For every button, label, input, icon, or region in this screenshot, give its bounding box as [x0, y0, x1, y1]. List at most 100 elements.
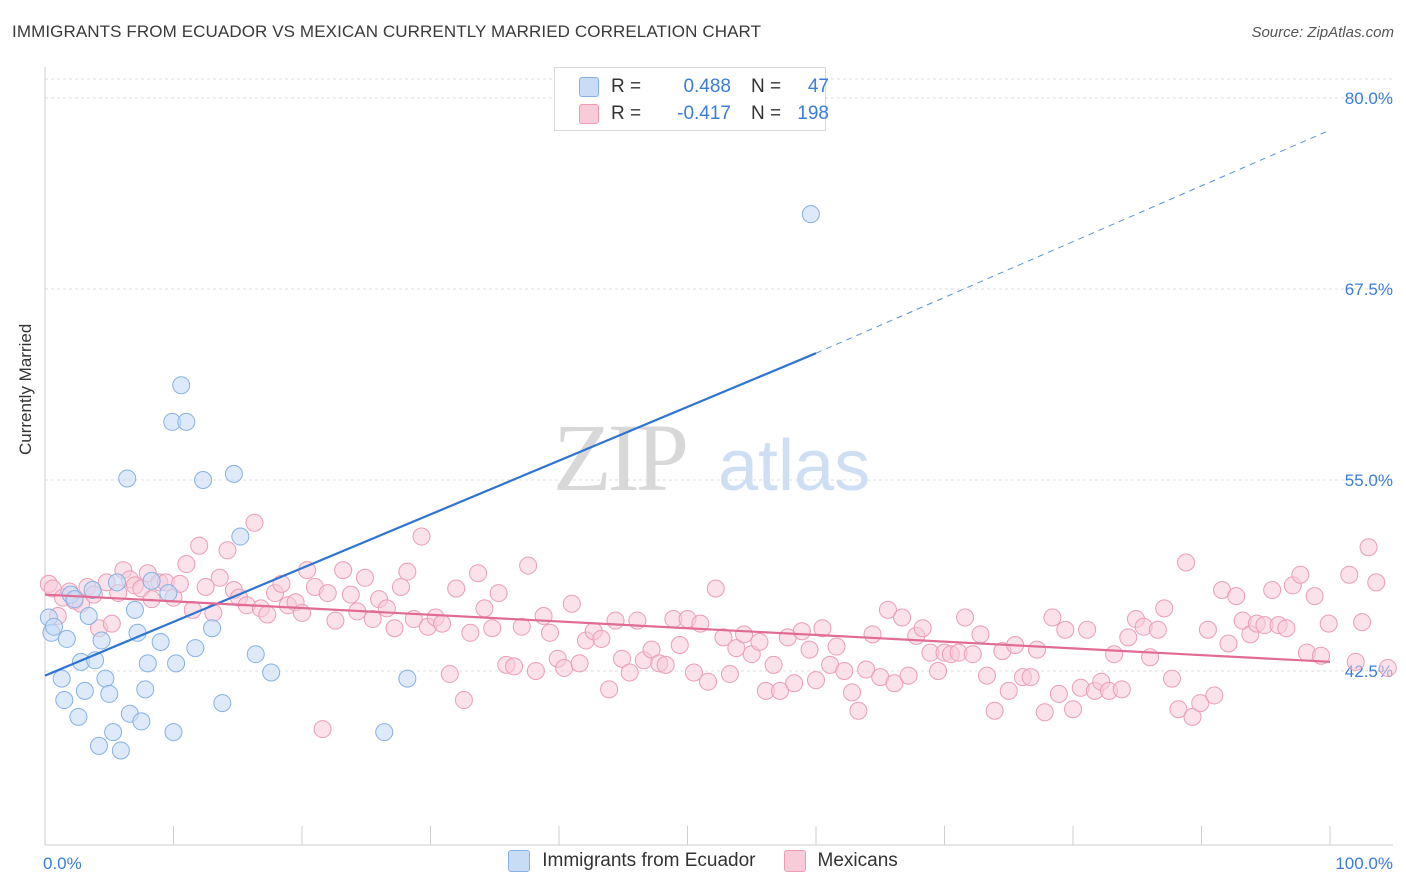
x-tick-label: 100.0%	[1335, 854, 1393, 873]
legend-swatch-mexicans	[579, 104, 599, 124]
mexicans-point	[1043, 608, 1062, 627]
mexicans-point	[727, 639, 746, 658]
mexicans-point	[764, 655, 783, 674]
mexicans-point	[1177, 553, 1196, 572]
mexicans-point	[505, 657, 524, 676]
mexicans-point	[656, 655, 675, 674]
mexicans-trend-line	[44, 593, 1331, 663]
mexicans-point	[1340, 565, 1359, 584]
ecuador-point	[194, 471, 213, 489]
mexicans-point	[1312, 646, 1331, 665]
legend-row-mexicans: R = -0.417 N = 198	[579, 102, 829, 126]
mexicans-point	[1064, 700, 1082, 719]
mexicans-point	[857, 660, 876, 679]
ecuador-point	[65, 590, 84, 609]
mexicans-point	[555, 658, 574, 677]
correlation-legend: R = 0.488 N = 47 R = -0.417 N = 198	[554, 67, 829, 131]
legend-row-ecuador: R = 0.488 N = 47	[579, 75, 829, 99]
mexicans-point	[258, 605, 277, 624]
series-legend-ecuador: Immigrants from Ecuador	[508, 850, 756, 872]
mexicans-point	[483, 619, 502, 638]
ecuador-point	[111, 741, 130, 760]
mexicans-point	[913, 619, 932, 638]
x-tick-label: 0.0%	[43, 854, 82, 873]
mexicans-point	[519, 556, 538, 575]
watermark-atlas: atlas	[718, 426, 870, 506]
mexicans-point	[792, 622, 811, 641]
mexicans-point	[1346, 652, 1365, 671]
mexicans-point	[606, 611, 625, 630]
legend-r-label: R =	[611, 103, 642, 124]
ecuador-point	[69, 707, 88, 726]
mexicans-point	[785, 674, 804, 693]
mexicans-point	[1078, 620, 1097, 639]
mexicans-point	[620, 663, 639, 682]
series-swatch-ecuador	[508, 850, 531, 872]
ecuador-point	[89, 736, 108, 755]
mexicans-point	[196, 577, 215, 596]
mexicans-point	[489, 584, 508, 603]
mexicans-point	[355, 568, 374, 587]
mexicans-point	[1198, 620, 1217, 639]
mexicans-point	[807, 671, 825, 690]
mexicans-point	[177, 555, 196, 574]
legend-n-value: 198	[797, 103, 829, 124]
mexicans-point	[1219, 634, 1238, 653]
trend-lines	[44, 129, 1331, 677]
ecuador-point	[177, 412, 196, 431]
mexicans-point	[750, 632, 769, 651]
mexicans-point	[835, 662, 854, 680]
mexicans-point	[963, 645, 982, 664]
mexicans-point	[218, 541, 237, 560]
mexicans-point	[210, 568, 229, 587]
mexicans-point	[1263, 581, 1282, 600]
mexicans-point	[800, 640, 819, 659]
ecuador-point	[83, 581, 102, 600]
y-tick-label: 67.5%	[1345, 280, 1393, 299]
mexicans-point	[440, 665, 459, 684]
y-tick-labels: 42.5%55.0%67.5%80.0%	[1345, 89, 1393, 681]
ecuador-point	[213, 694, 232, 713]
ecuador-point	[96, 669, 115, 688]
mexicans-point	[245, 513, 264, 532]
legend-swatch-ecuador	[579, 77, 599, 97]
mexicans-point	[313, 720, 332, 739]
y-tick-label: 80.0%	[1345, 89, 1393, 108]
watermark: ZIP atlas	[553, 404, 870, 511]
mexicans-point	[885, 674, 904, 693]
legend-n-value: 47	[807, 76, 829, 97]
series-label-mexicans: Mexicans	[817, 850, 898, 871]
ecuador-point	[801, 205, 820, 224]
mexicans-point	[899, 666, 918, 685]
mexicans-point	[1378, 658, 1397, 677]
mexicans-point	[642, 640, 661, 659]
ecuador-point	[159, 584, 178, 603]
mexicans-point	[1277, 619, 1296, 638]
mexicans-point	[412, 527, 431, 546]
mexicans-point	[600, 680, 619, 699]
ecuador-point	[55, 691, 74, 710]
ecuador-point	[132, 712, 151, 731]
legend-n-label: N =	[751, 103, 782, 124]
mexicans-point	[1227, 587, 1246, 606]
series-legend-mexicans: Mexicans	[783, 850, 898, 872]
ecuador-point	[186, 639, 205, 658]
mexicans-point	[570, 654, 589, 673]
mexicans-point	[1169, 700, 1188, 719]
mexicans-point	[102, 614, 121, 633]
mexicans-point	[1191, 694, 1210, 713]
mexicans-point	[1162, 669, 1181, 688]
ecuador-point	[92, 631, 111, 650]
mexicans-point	[334, 561, 353, 580]
ecuador-point	[375, 723, 394, 742]
mexicans-point	[842, 683, 861, 702]
ecuador-point	[79, 606, 98, 625]
mexicans-point	[1205, 686, 1224, 705]
ecuador-point	[52, 669, 71, 688]
mexicans-point	[562, 594, 581, 613]
mexicans-point	[272, 574, 291, 593]
mexicans-point	[827, 637, 846, 656]
mexicans-point	[849, 701, 868, 720]
mexicans-point	[977, 666, 996, 685]
